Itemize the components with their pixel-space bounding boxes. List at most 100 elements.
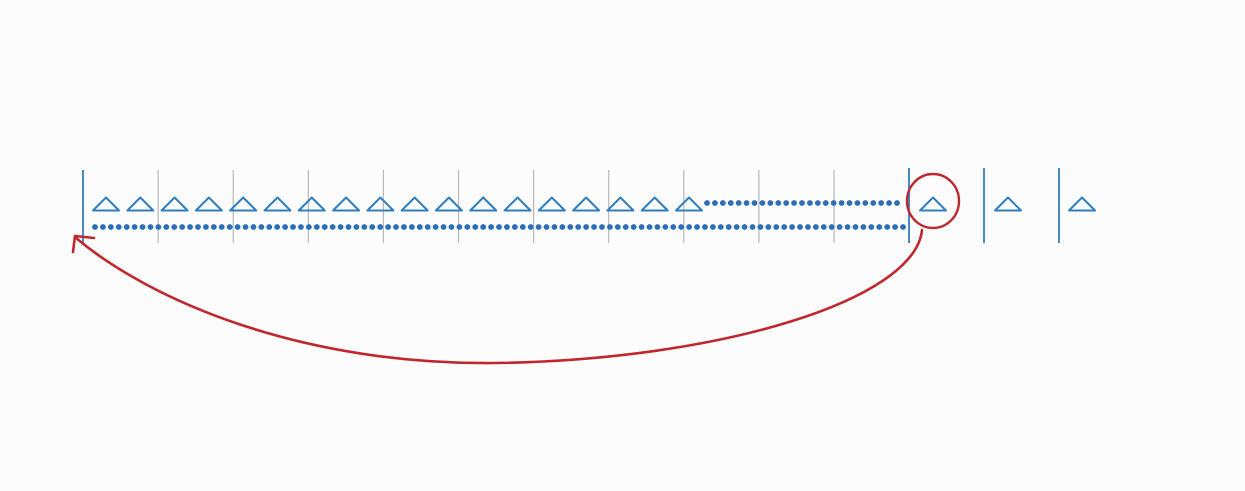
upper-row-dot xyxy=(743,200,750,206)
lower-row-dot xyxy=(226,224,233,230)
lower-row-dot xyxy=(385,224,391,230)
lower-row-dot xyxy=(123,224,130,230)
triangle-marker-icon xyxy=(400,196,429,212)
triangle-marker-icon xyxy=(675,196,703,212)
annotation-group xyxy=(71,172,961,365)
upper-row-dot xyxy=(894,200,900,206)
upper-row-dot xyxy=(712,200,718,206)
lower-row-dot xyxy=(242,224,249,230)
lower-row-dot xyxy=(424,224,431,230)
lower-row-dot xyxy=(820,224,827,230)
triangle-marker-icon xyxy=(263,196,292,212)
triangle-marker-icon xyxy=(297,196,326,212)
lower-row-dot xyxy=(345,224,352,230)
lower-row-dot xyxy=(401,224,407,230)
lower-row-dot xyxy=(781,224,788,230)
triangle-marker-icon xyxy=(572,196,601,212)
lower-row-dot xyxy=(559,224,566,230)
lower-row-dot xyxy=(638,224,645,230)
circled-cell-triangle-icon xyxy=(919,196,947,212)
lower-row-dot xyxy=(496,224,502,230)
dotted-row-group xyxy=(92,200,906,230)
lower-row-dot xyxy=(163,224,170,230)
lower-row-dot xyxy=(258,224,265,230)
lower-row-dot xyxy=(519,224,526,230)
lower-row-dot xyxy=(686,224,693,230)
lower-row-dot xyxy=(234,224,241,230)
lower-row-dot xyxy=(456,224,463,230)
lower-row-dot xyxy=(717,224,724,230)
lower-row-dot xyxy=(179,224,186,230)
lower-row-dot xyxy=(369,224,376,230)
lower-row-dot xyxy=(836,224,843,230)
last-cell-triangle-icon xyxy=(1068,196,1096,212)
lower-row-dot xyxy=(884,224,891,230)
triangle-marker-icon xyxy=(194,196,223,212)
lower-row-dot xyxy=(298,224,304,230)
upper-row-dot xyxy=(704,200,710,206)
lower-row-dot xyxy=(892,224,898,230)
lower-row-dot xyxy=(527,224,534,230)
lower-row-dot xyxy=(709,224,716,230)
lower-row-dot xyxy=(440,224,447,230)
lower-row-dot xyxy=(504,224,510,230)
triangle-marker-icon xyxy=(640,196,669,212)
upper-row-dot xyxy=(727,200,734,206)
lower-row-dot xyxy=(282,224,289,230)
upper-row-dot xyxy=(735,200,742,206)
lower-row-dot xyxy=(828,224,835,230)
lower-row-dot xyxy=(416,224,423,230)
triangle-marker-icon xyxy=(469,196,498,212)
upper-row-dot xyxy=(751,200,758,206)
lower-row-dot xyxy=(860,224,867,230)
lower-row-dot xyxy=(488,224,494,230)
lower-row-dot xyxy=(567,224,574,230)
lower-row-dot xyxy=(448,224,455,230)
lower-row-dot xyxy=(702,224,708,230)
lower-row-dot xyxy=(147,224,154,230)
upper-row-dot xyxy=(719,200,726,206)
lower-row-dot xyxy=(844,224,851,230)
lower-row-dot xyxy=(313,224,320,230)
upper-row-dot xyxy=(854,200,861,206)
upper-row-dot xyxy=(759,200,766,206)
upper-row-dot xyxy=(846,200,853,206)
triangle-marker-icon xyxy=(434,196,463,212)
lower-row-dot xyxy=(218,224,225,230)
upper-row-dot xyxy=(886,200,892,206)
lower-row-dot xyxy=(607,224,613,230)
lower-row-dot xyxy=(210,224,217,230)
lower-row-dot xyxy=(678,224,685,230)
lower-row-dot xyxy=(773,224,780,230)
lower-row-dot xyxy=(757,224,764,230)
lower-row-dot xyxy=(274,224,281,230)
lower-row-dot xyxy=(694,224,700,230)
upper-row-dot xyxy=(878,200,885,206)
lower-row-dot xyxy=(337,224,344,230)
lower-row-dot xyxy=(670,224,677,230)
lower-row-dot xyxy=(599,224,605,230)
triangle-marker-icon xyxy=(92,196,120,212)
lower-row-dot xyxy=(749,224,756,230)
triangle-marker-icon xyxy=(606,196,635,212)
next-cell-triangle-icon xyxy=(994,196,1022,212)
upper-row-dot xyxy=(775,200,782,206)
lower-row-dot xyxy=(630,224,637,230)
upper-row-dot xyxy=(838,200,845,206)
lower-row-dot xyxy=(765,224,772,230)
triangle-marker-icon xyxy=(366,196,395,212)
lower-row-dot xyxy=(377,224,384,230)
lower-row-dot xyxy=(472,224,479,230)
lower-row-dot xyxy=(900,224,906,230)
upper-row-dot xyxy=(791,200,797,206)
lower-row-dot xyxy=(614,224,621,230)
lower-row-dot xyxy=(187,224,193,230)
upper-row-dot xyxy=(807,200,813,206)
lower-row-dot xyxy=(115,224,122,230)
lower-row-dot xyxy=(408,224,415,230)
lower-row-dot xyxy=(511,224,518,230)
triangle-marker-icon xyxy=(229,196,258,212)
lower-row-dot xyxy=(131,224,138,230)
upper-row-dot xyxy=(783,200,790,206)
